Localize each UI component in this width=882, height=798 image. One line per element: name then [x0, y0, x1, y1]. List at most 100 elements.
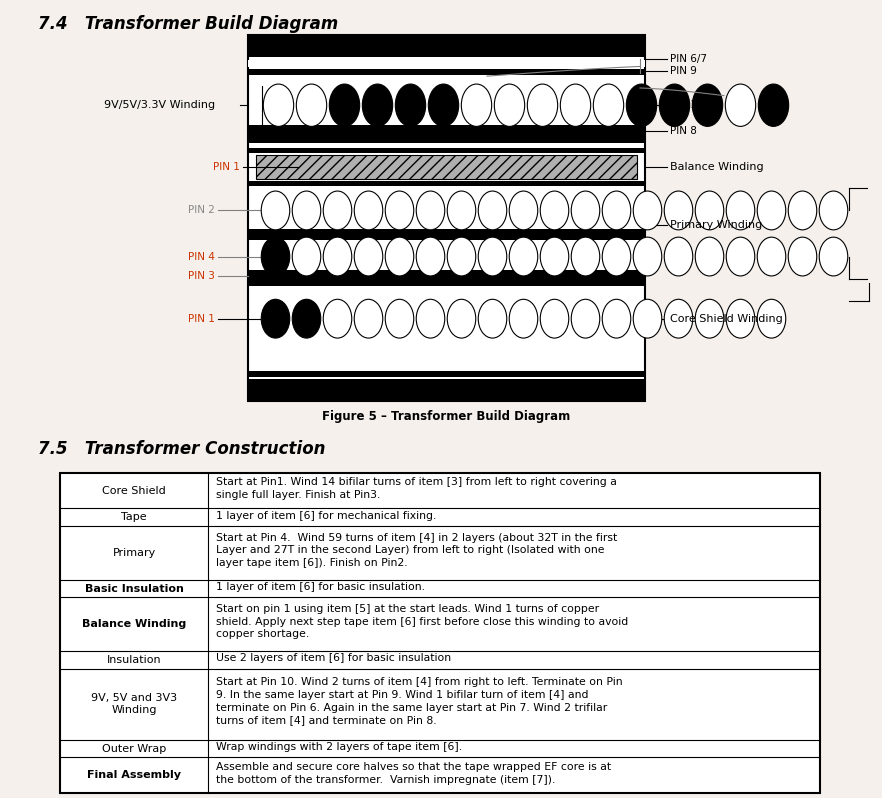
- Ellipse shape: [560, 84, 591, 126]
- Text: PIN 6/7: PIN 6/7: [670, 54, 707, 64]
- Ellipse shape: [416, 299, 445, 338]
- Ellipse shape: [385, 191, 414, 230]
- Text: Figure 5 – Transformer Build Diagram: Figure 5 – Transformer Build Diagram: [323, 410, 571, 423]
- Ellipse shape: [292, 237, 321, 276]
- Ellipse shape: [363, 84, 392, 126]
- Ellipse shape: [261, 191, 290, 230]
- Ellipse shape: [758, 237, 786, 276]
- Text: PIN 4: PIN 4: [188, 251, 215, 262]
- Ellipse shape: [323, 299, 352, 338]
- Text: 1 layer of item [6] for mechanical fixing.: 1 layer of item [6] for mechanical fixin…: [216, 511, 437, 520]
- Ellipse shape: [594, 84, 624, 126]
- Ellipse shape: [819, 191, 848, 230]
- Text: PIN 8: PIN 8: [670, 126, 697, 136]
- Text: Insulation: Insulation: [107, 654, 161, 665]
- Ellipse shape: [664, 299, 692, 338]
- Text: 1 layer of item [6] for basic insulation.: 1 layer of item [6] for basic insulation…: [216, 582, 425, 592]
- Ellipse shape: [494, 84, 525, 126]
- Text: Outer Wrap: Outer Wrap: [102, 744, 166, 753]
- Bar: [248, 125, 645, 144]
- Ellipse shape: [626, 84, 657, 126]
- Ellipse shape: [695, 237, 724, 276]
- Ellipse shape: [692, 84, 722, 126]
- Bar: [248, 230, 645, 239]
- Ellipse shape: [789, 191, 817, 230]
- Text: Start at Pin 4.  Wind 59 turns of item [4] in 2 layers (about 32T in the first
L: Start at Pin 4. Wind 59 turns of item [4…: [216, 533, 617, 568]
- Text: Wrap windings with 2 layers of tape item [6].: Wrap windings with 2 layers of tape item…: [216, 742, 462, 752]
- Ellipse shape: [429, 84, 459, 126]
- Text: PIN 9: PIN 9: [670, 66, 697, 76]
- Ellipse shape: [633, 299, 662, 338]
- Text: Balance Winding: Balance Winding: [82, 619, 186, 629]
- Text: Core Shield: Core Shield: [102, 486, 166, 496]
- Ellipse shape: [447, 191, 475, 230]
- Ellipse shape: [509, 237, 538, 276]
- Text: Start on pin 1 using item [5] at the start leads. Wind 1 turns of copper
shield.: Start on pin 1 using item [5] at the sta…: [216, 604, 629, 639]
- Ellipse shape: [355, 191, 383, 230]
- Ellipse shape: [261, 299, 290, 338]
- Ellipse shape: [726, 191, 755, 230]
- Text: Assemble and secure core halves so that the tape wrapped EF core is at
the botto: Assemble and secure core halves so that …: [216, 762, 611, 784]
- Ellipse shape: [416, 237, 445, 276]
- Bar: [248, 148, 645, 153]
- Text: Balance Winding: Balance Winding: [670, 162, 764, 172]
- Ellipse shape: [572, 191, 600, 230]
- Ellipse shape: [355, 299, 383, 338]
- Ellipse shape: [541, 191, 569, 230]
- Text: Core Shield Winding: Core Shield Winding: [670, 314, 782, 324]
- Text: Primary: Primary: [113, 548, 156, 558]
- Ellipse shape: [541, 237, 569, 276]
- Ellipse shape: [261, 237, 290, 276]
- Ellipse shape: [759, 84, 789, 126]
- Ellipse shape: [541, 299, 569, 338]
- Ellipse shape: [602, 299, 631, 338]
- Ellipse shape: [695, 191, 724, 230]
- Ellipse shape: [695, 299, 724, 338]
- Bar: [248, 69, 645, 75]
- Ellipse shape: [758, 299, 786, 338]
- Ellipse shape: [602, 191, 631, 230]
- Text: PIN 3: PIN 3: [188, 271, 215, 281]
- Text: Start at Pin 10. Wind 2 turns of item [4] from right to left. Terminate on Pin
9: Start at Pin 10. Wind 2 turns of item [4…: [216, 677, 623, 725]
- Ellipse shape: [572, 237, 600, 276]
- Text: PIN 2: PIN 2: [188, 205, 215, 215]
- Ellipse shape: [725, 84, 756, 126]
- Ellipse shape: [447, 237, 475, 276]
- Bar: [248, 181, 645, 187]
- Ellipse shape: [447, 299, 475, 338]
- Ellipse shape: [355, 237, 383, 276]
- Bar: [248, 60, 645, 67]
- Ellipse shape: [660, 84, 690, 126]
- Ellipse shape: [395, 84, 426, 126]
- Ellipse shape: [461, 84, 491, 126]
- Text: Primary Winding: Primary Winding: [670, 220, 762, 231]
- Text: Tape: Tape: [122, 512, 147, 523]
- Bar: [256, 156, 637, 180]
- Text: Use 2 layers of item [6] for basic insulation: Use 2 layers of item [6] for basic insul…: [216, 653, 452, 663]
- Ellipse shape: [509, 191, 538, 230]
- Ellipse shape: [664, 237, 692, 276]
- Ellipse shape: [819, 237, 848, 276]
- Ellipse shape: [726, 237, 755, 276]
- Ellipse shape: [416, 191, 445, 230]
- Ellipse shape: [323, 237, 352, 276]
- Ellipse shape: [527, 84, 557, 126]
- Ellipse shape: [478, 299, 507, 338]
- Text: 9V, 5V and 3V3
Winding: 9V, 5V and 3V3 Winding: [91, 693, 177, 715]
- Ellipse shape: [292, 191, 321, 230]
- Ellipse shape: [572, 299, 600, 338]
- Bar: [248, 379, 645, 401]
- Ellipse shape: [664, 191, 692, 230]
- Ellipse shape: [478, 237, 507, 276]
- Ellipse shape: [633, 237, 662, 276]
- Bar: [248, 371, 645, 377]
- Ellipse shape: [385, 299, 414, 338]
- Ellipse shape: [329, 84, 360, 126]
- Bar: [60, 473, 820, 793]
- Text: PIN 1: PIN 1: [188, 314, 215, 324]
- Text: Final Assembly: Final Assembly: [87, 770, 181, 780]
- Text: 7.4   Transformer Build Diagram: 7.4 Transformer Build Diagram: [38, 15, 339, 33]
- Ellipse shape: [478, 191, 507, 230]
- Bar: [248, 35, 645, 57]
- Text: 7.5   Transformer Construction: 7.5 Transformer Construction: [38, 440, 325, 458]
